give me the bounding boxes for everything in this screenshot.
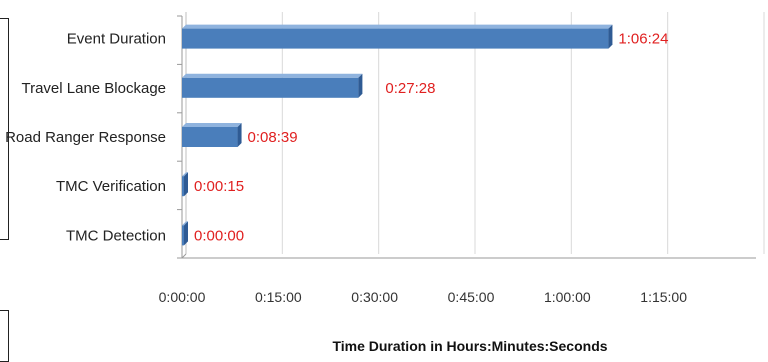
value-label: 0:00:00	[194, 227, 244, 244]
bar	[182, 24, 613, 49]
x-tick-label: 0:00:00	[159, 289, 206, 305]
x-tick-label: 0:45:00	[448, 289, 495, 305]
x-tick-label: 0:30:00	[351, 289, 398, 305]
x-tick-labels: 0:00:00 0:15:00 0:30:00 0:45:00 1:00:00 1:15:…	[159, 289, 688, 305]
bar-top-face	[182, 221, 188, 226]
value-label: 0:08:39	[248, 129, 298, 146]
x-tick-label: 1:00:00	[544, 289, 591, 305]
left-edge-box-top	[0, 18, 9, 240]
bar-top-face	[182, 73, 363, 78]
bar	[182, 221, 188, 246]
bar	[182, 123, 242, 147]
value-label: 0:00:15	[194, 178, 244, 195]
category-label: TMC Verification	[56, 178, 166, 195]
x-tick-label: 1:15:00	[640, 289, 687, 305]
value-labels: 1:06:24 0:27:28 0:08:39 0:00:15 0:00:00	[194, 31, 668, 245]
bar-front-face	[182, 225, 184, 246]
bar-front-face	[182, 176, 184, 197]
bar-series	[182, 24, 613, 246]
category-label: Event Duration	[67, 31, 166, 48]
bar-end-face	[608, 24, 613, 49]
bar-top-face	[182, 172, 188, 177]
bar-front-face	[182, 127, 238, 147]
category-labels: Event Duration Travel Lane Blockage Road R…	[5, 31, 166, 245]
bar-end-face	[184, 172, 188, 197]
bar	[182, 73, 363, 98]
value-label: 0:27:28	[385, 80, 435, 97]
bar-end-face	[237, 123, 242, 147]
bar-front-face	[182, 28, 609, 49]
bar	[182, 172, 188, 197]
x-tick-label: 0:15:00	[255, 289, 302, 305]
x-axis-title: Time Duration in Hours:Minutes:Seconds	[332, 338, 607, 354]
category-label: TMC Detection	[66, 227, 166, 244]
category-label: Road Ranger Response	[5, 129, 166, 146]
axis-corner	[181, 253, 187, 259]
bar-end-face	[184, 221, 188, 246]
value-label: 1:06:24	[618, 31, 668, 48]
bar-front-face	[182, 77, 359, 98]
bar-top-face	[182, 24, 613, 29]
bar-top-face	[182, 123, 242, 127]
bar-end-face	[358, 73, 363, 98]
category-label: Travel Lane Blockage	[21, 80, 166, 97]
